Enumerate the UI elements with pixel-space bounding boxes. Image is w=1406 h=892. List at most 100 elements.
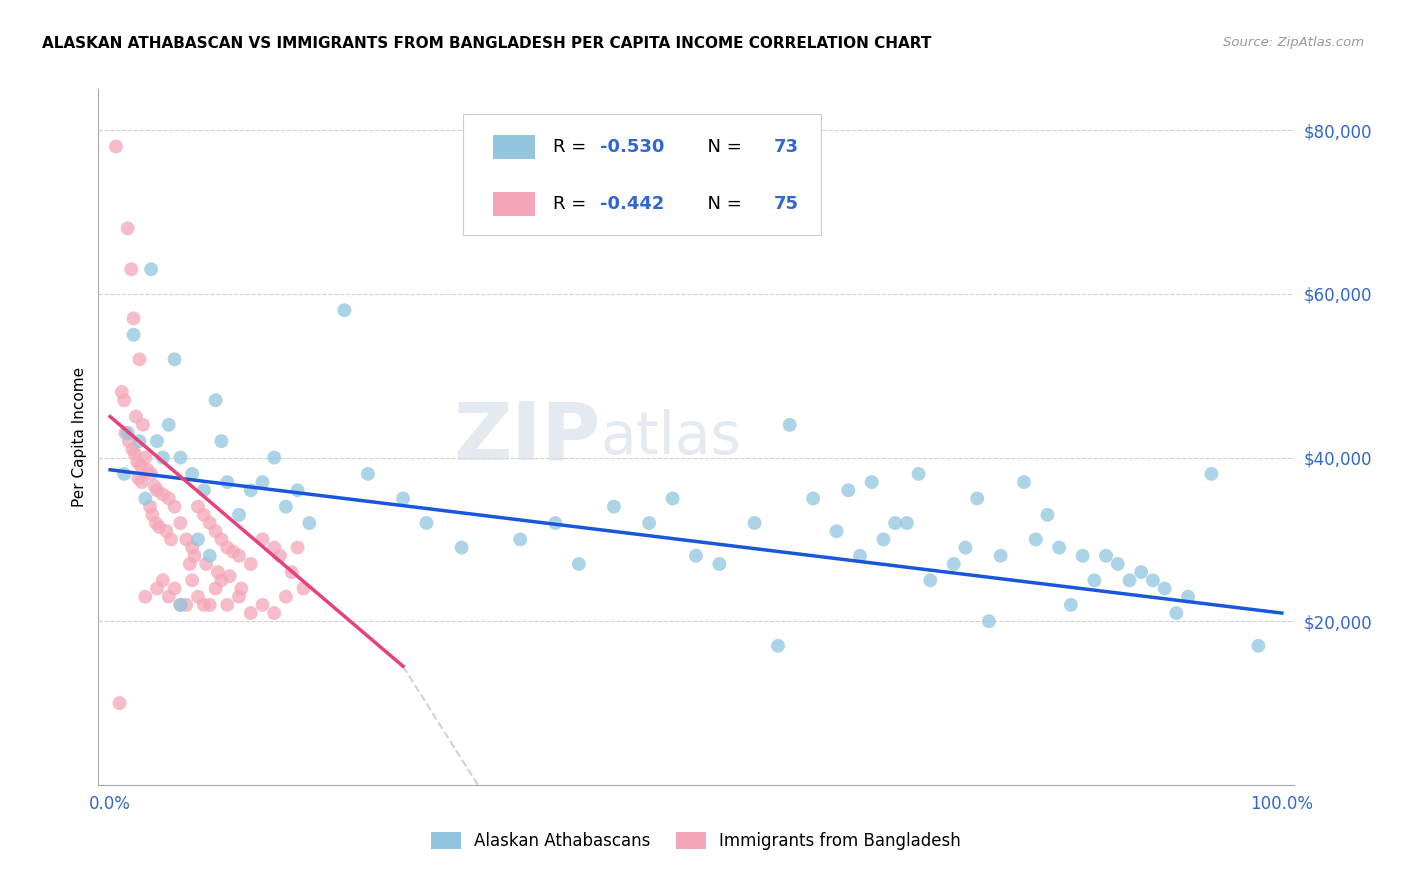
Point xyxy=(955,541,977,555)
Point xyxy=(146,483,169,498)
Text: ZIP: ZIP xyxy=(453,398,600,476)
Point xyxy=(146,434,169,449)
Point xyxy=(1142,574,1164,588)
Point xyxy=(661,491,683,506)
Point xyxy=(198,598,221,612)
Text: R =: R = xyxy=(553,138,592,156)
Bar xyxy=(494,193,534,216)
Point xyxy=(263,450,285,465)
Point xyxy=(1071,549,1094,563)
Point xyxy=(204,524,226,539)
Point xyxy=(357,467,380,481)
Point xyxy=(228,590,250,604)
Point xyxy=(281,565,304,579)
Point xyxy=(152,574,174,588)
Point xyxy=(415,516,437,530)
Point xyxy=(169,450,191,465)
Point xyxy=(169,598,191,612)
Text: 75: 75 xyxy=(773,195,799,213)
Point xyxy=(132,417,155,432)
Point xyxy=(239,483,262,498)
Point xyxy=(1130,565,1153,579)
Point xyxy=(1012,475,1035,489)
Point xyxy=(211,574,233,588)
Point xyxy=(450,541,472,555)
Point xyxy=(163,352,186,367)
Point xyxy=(920,574,942,588)
Point xyxy=(118,434,141,449)
Point xyxy=(193,598,215,612)
Point xyxy=(163,582,186,596)
Point xyxy=(287,483,309,498)
Point xyxy=(117,221,139,235)
Point xyxy=(198,549,221,563)
Point xyxy=(509,533,531,547)
Point xyxy=(163,500,186,514)
Point xyxy=(211,533,233,547)
Point xyxy=(141,508,163,522)
Point xyxy=(218,569,240,583)
Point xyxy=(157,590,180,604)
Point xyxy=(849,549,872,563)
Point xyxy=(222,544,245,558)
Point xyxy=(143,479,166,493)
Point xyxy=(122,311,145,326)
Point xyxy=(239,606,262,620)
Point xyxy=(181,541,204,555)
Point xyxy=(187,590,209,604)
Point xyxy=(136,463,159,477)
Point xyxy=(157,417,180,432)
Point xyxy=(174,598,197,612)
Point xyxy=(825,524,848,539)
Point xyxy=(392,491,415,506)
Point xyxy=(117,425,139,440)
Point xyxy=(896,516,918,530)
Point xyxy=(174,533,197,547)
Point xyxy=(837,483,859,498)
Point xyxy=(141,467,163,481)
Point xyxy=(193,483,215,498)
Point xyxy=(603,500,626,514)
Point xyxy=(125,409,148,424)
Text: ALASKAN ATHABASCAN VS IMMIGRANTS FROM BANGLADESH PER CAPITA INCOME CORRELATION C: ALASKAN ATHABASCAN VS IMMIGRANTS FROM BA… xyxy=(42,36,932,51)
Point xyxy=(1153,582,1175,596)
Point xyxy=(231,582,253,596)
Point xyxy=(193,508,215,522)
Point xyxy=(269,549,291,563)
Point xyxy=(127,471,149,485)
Point xyxy=(204,582,226,596)
Text: Source: ZipAtlas.com: Source: ZipAtlas.com xyxy=(1223,36,1364,49)
Point xyxy=(544,516,567,530)
Point xyxy=(129,458,152,473)
Point xyxy=(884,516,907,530)
Point xyxy=(907,467,929,481)
Point xyxy=(134,450,156,465)
Point xyxy=(239,557,262,571)
Point xyxy=(198,516,221,530)
Text: -0.530: -0.530 xyxy=(600,138,665,156)
Point xyxy=(121,442,143,457)
Point xyxy=(333,303,356,318)
Point xyxy=(1166,606,1188,620)
Text: atlas: atlas xyxy=(600,409,741,466)
Point xyxy=(187,533,209,547)
Point xyxy=(872,533,894,547)
Point xyxy=(105,139,128,153)
Bar xyxy=(494,136,534,159)
Point xyxy=(169,516,191,530)
Point xyxy=(638,516,661,530)
Point xyxy=(252,598,274,612)
Point xyxy=(179,557,201,571)
Point xyxy=(152,450,174,465)
Point xyxy=(122,327,145,342)
Point xyxy=(274,500,297,514)
Point xyxy=(108,696,131,710)
Point xyxy=(1036,508,1059,522)
Text: N =: N = xyxy=(696,195,748,213)
Point xyxy=(252,475,274,489)
Point xyxy=(124,446,146,460)
Point xyxy=(112,393,135,408)
Point xyxy=(1201,467,1223,481)
Point xyxy=(134,590,156,604)
Point xyxy=(160,533,183,547)
